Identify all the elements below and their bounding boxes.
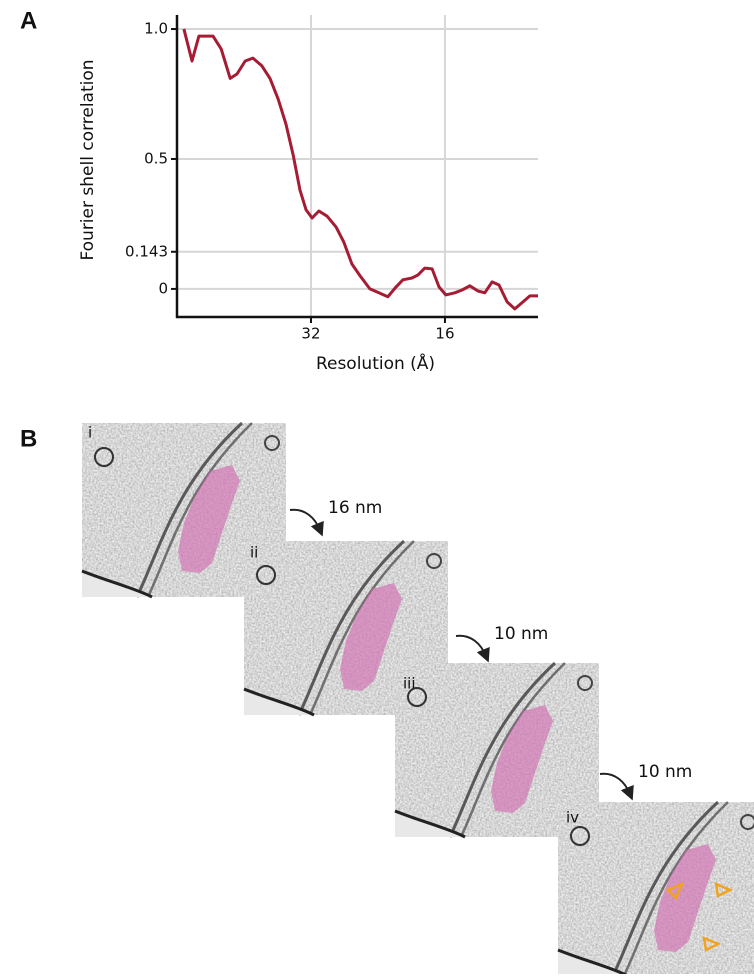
tomogram-label: i xyxy=(88,424,92,442)
step-arrow xyxy=(289,508,324,537)
y-axis-title: Fourier shell correlation xyxy=(78,59,98,260)
tomogram-series: i ii iii iv 16 nm 10 nm 10 nm xyxy=(82,423,754,974)
x-tick-label: 32 xyxy=(301,325,320,343)
tomogram-label: iii xyxy=(403,675,416,693)
x-tick-label: 16 xyxy=(435,325,454,343)
tomogram-label: iv xyxy=(566,809,579,827)
orange-arrowheads xyxy=(665,881,733,952)
panel-label: B xyxy=(20,425,37,452)
y-tick-label: 1.0 xyxy=(144,20,168,38)
panel-label: A xyxy=(20,7,37,34)
y-tick-label: 0.5 xyxy=(144,149,168,167)
fsc-curve xyxy=(182,28,538,311)
x-axis-title: Resolution (Å) xyxy=(316,352,435,374)
step-arrow xyxy=(455,634,490,663)
step-label: 10 nm xyxy=(638,762,692,782)
step-label: 10 nm xyxy=(494,624,548,644)
y-tick-label: 0.143 xyxy=(125,242,168,260)
step-arrow xyxy=(599,772,634,801)
y-tick-label: 0 xyxy=(158,279,168,297)
step-label: 16 nm xyxy=(328,498,382,518)
tomogram-label: ii xyxy=(250,544,258,562)
